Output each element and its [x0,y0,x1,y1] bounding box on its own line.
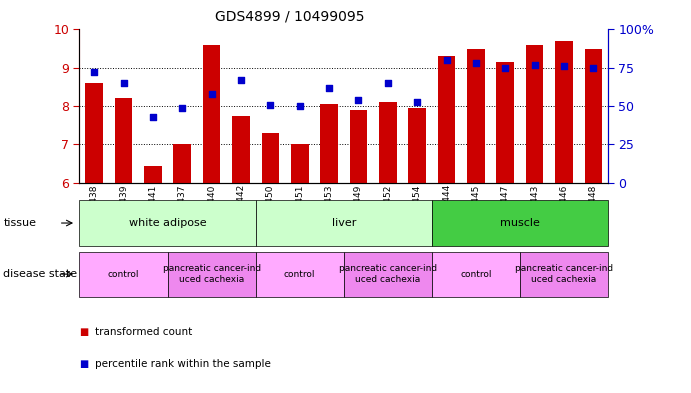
Bar [408,108,426,183]
Bar [350,110,367,183]
Point [588,64,599,71]
Text: control: control [108,270,140,279]
Bar [202,45,220,183]
Bar [585,49,602,183]
Bar [555,41,573,183]
Text: disease state: disease state [3,269,77,279]
Bar [467,49,484,183]
Bar [261,133,279,183]
Point [118,80,129,86]
Text: ■: ■ [79,327,88,337]
Point [294,103,305,109]
Text: pancreatic cancer-ind
uced cachexia: pancreatic cancer-ind uced cachexia [339,264,437,284]
Bar [85,83,103,183]
Bar [379,102,397,183]
Point [206,91,217,97]
Point [500,64,511,71]
Text: pancreatic cancer-ind
uced cachexia: pancreatic cancer-ind uced cachexia [515,264,613,284]
Point [441,57,452,63]
Bar [320,104,338,183]
Point [412,98,423,105]
Point [177,105,188,111]
Point [147,114,158,120]
Text: white adipose: white adipose [129,218,207,228]
Text: control: control [284,270,316,279]
Text: liver: liver [332,218,356,228]
Bar [437,56,455,183]
Point [265,101,276,108]
Point [88,69,100,75]
Bar [232,116,249,183]
Point [382,80,393,86]
Text: transformed count: transformed count [95,327,192,337]
Bar [496,62,514,183]
Point [529,62,540,68]
Bar [291,144,308,183]
Text: percentile rank within the sample: percentile rank within the sample [95,358,271,369]
Bar [144,165,162,183]
Text: muscle: muscle [500,218,540,228]
Point [558,63,569,70]
Text: ■: ■ [79,358,88,369]
Point [471,60,482,66]
Point [353,97,364,103]
Bar [115,98,132,183]
Bar [173,144,191,183]
Point [236,77,247,83]
Bar [526,45,543,183]
Text: pancreatic cancer-ind
uced cachexia: pancreatic cancer-ind uced cachexia [162,264,261,284]
Text: tissue: tissue [3,218,37,228]
Text: control: control [460,270,492,279]
Point [323,84,334,91]
Text: GDS4899 / 10499095: GDS4899 / 10499095 [216,10,365,24]
